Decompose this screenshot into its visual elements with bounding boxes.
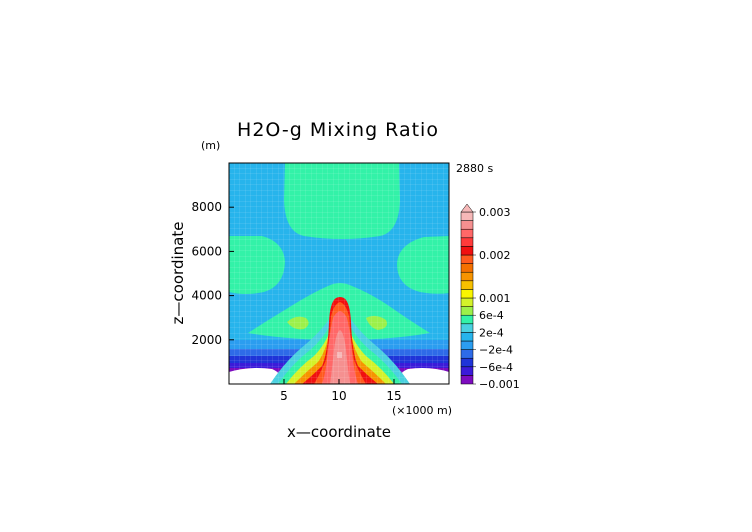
colorbar-segment — [460, 323, 474, 333]
plot-grid — [229, 163, 449, 384]
x-axis-label: x—coordinate — [287, 423, 391, 441]
colorbar-segment — [460, 228, 474, 239]
colorbar-label: 0.003 — [479, 206, 511, 219]
x-unit-label: (×1000 m) — [392, 404, 452, 417]
colorbar-segment — [460, 332, 474, 342]
colorbar-segment — [460, 306, 474, 316]
colorbar-label: 2e-4 — [479, 326, 504, 339]
y-tick-label: 6000 — [191, 244, 222, 258]
colorbar-segment — [460, 349, 474, 359]
y-tick-label: 4000 — [191, 289, 222, 303]
y-axis: 2000 4000 6000 8000 — [191, 200, 234, 347]
colorbar-label: −0.001 — [479, 378, 520, 391]
colorbar: 0.003 0.002 0.001 6e-4 2e-4 −2e-4 −6e-4 −0.001 — [460, 203, 520, 391]
x-tick-label: 10 — [331, 389, 346, 403]
y-axis-label: z—coordinate — [169, 222, 187, 325]
colorbar-segment — [460, 237, 474, 247]
colorbar-segment — [460, 254, 474, 264]
colorbar-segment — [460, 357, 474, 368]
colorbar-label: −6e-4 — [479, 361, 513, 374]
colorbar-max-arrow — [460, 203, 474, 213]
colorbar-segment — [460, 340, 474, 350]
colorbar-segment — [460, 263, 474, 273]
y-tick-label: 8000 — [191, 200, 222, 214]
colorbar-segment — [460, 375, 474, 385]
colorbar-segment — [460, 314, 474, 325]
time-label: 2880 s — [456, 162, 493, 175]
colorbar-segment — [460, 289, 474, 299]
colorbar-segment — [460, 220, 474, 230]
colorbar-label: 0.001 — [479, 292, 511, 305]
colorbar-segment — [460, 297, 474, 307]
colorbar-label: −2e-4 — [479, 344, 513, 357]
y-unit-label: (m) — [201, 139, 220, 152]
colorbar-segment — [460, 366, 474, 376]
colorbar-label: 0.002 — [479, 249, 511, 262]
colorbar-segment — [460, 211, 474, 221]
colorbar-segment — [460, 246, 474, 256]
contour-field — [229, 163, 449, 384]
y-tick-label: 2000 — [191, 333, 222, 347]
x-tick-label: 15 — [386, 389, 401, 403]
x-axis: 5 10 15 — [280, 379, 402, 403]
x-tick-label: 5 — [280, 389, 288, 403]
chart-title: H2O-g Mixing Ratio — [237, 119, 439, 141]
colorbar-label: 6e-4 — [479, 309, 504, 322]
colorbar-segment — [460, 280, 474, 290]
colorbar-segment — [460, 271, 474, 282]
